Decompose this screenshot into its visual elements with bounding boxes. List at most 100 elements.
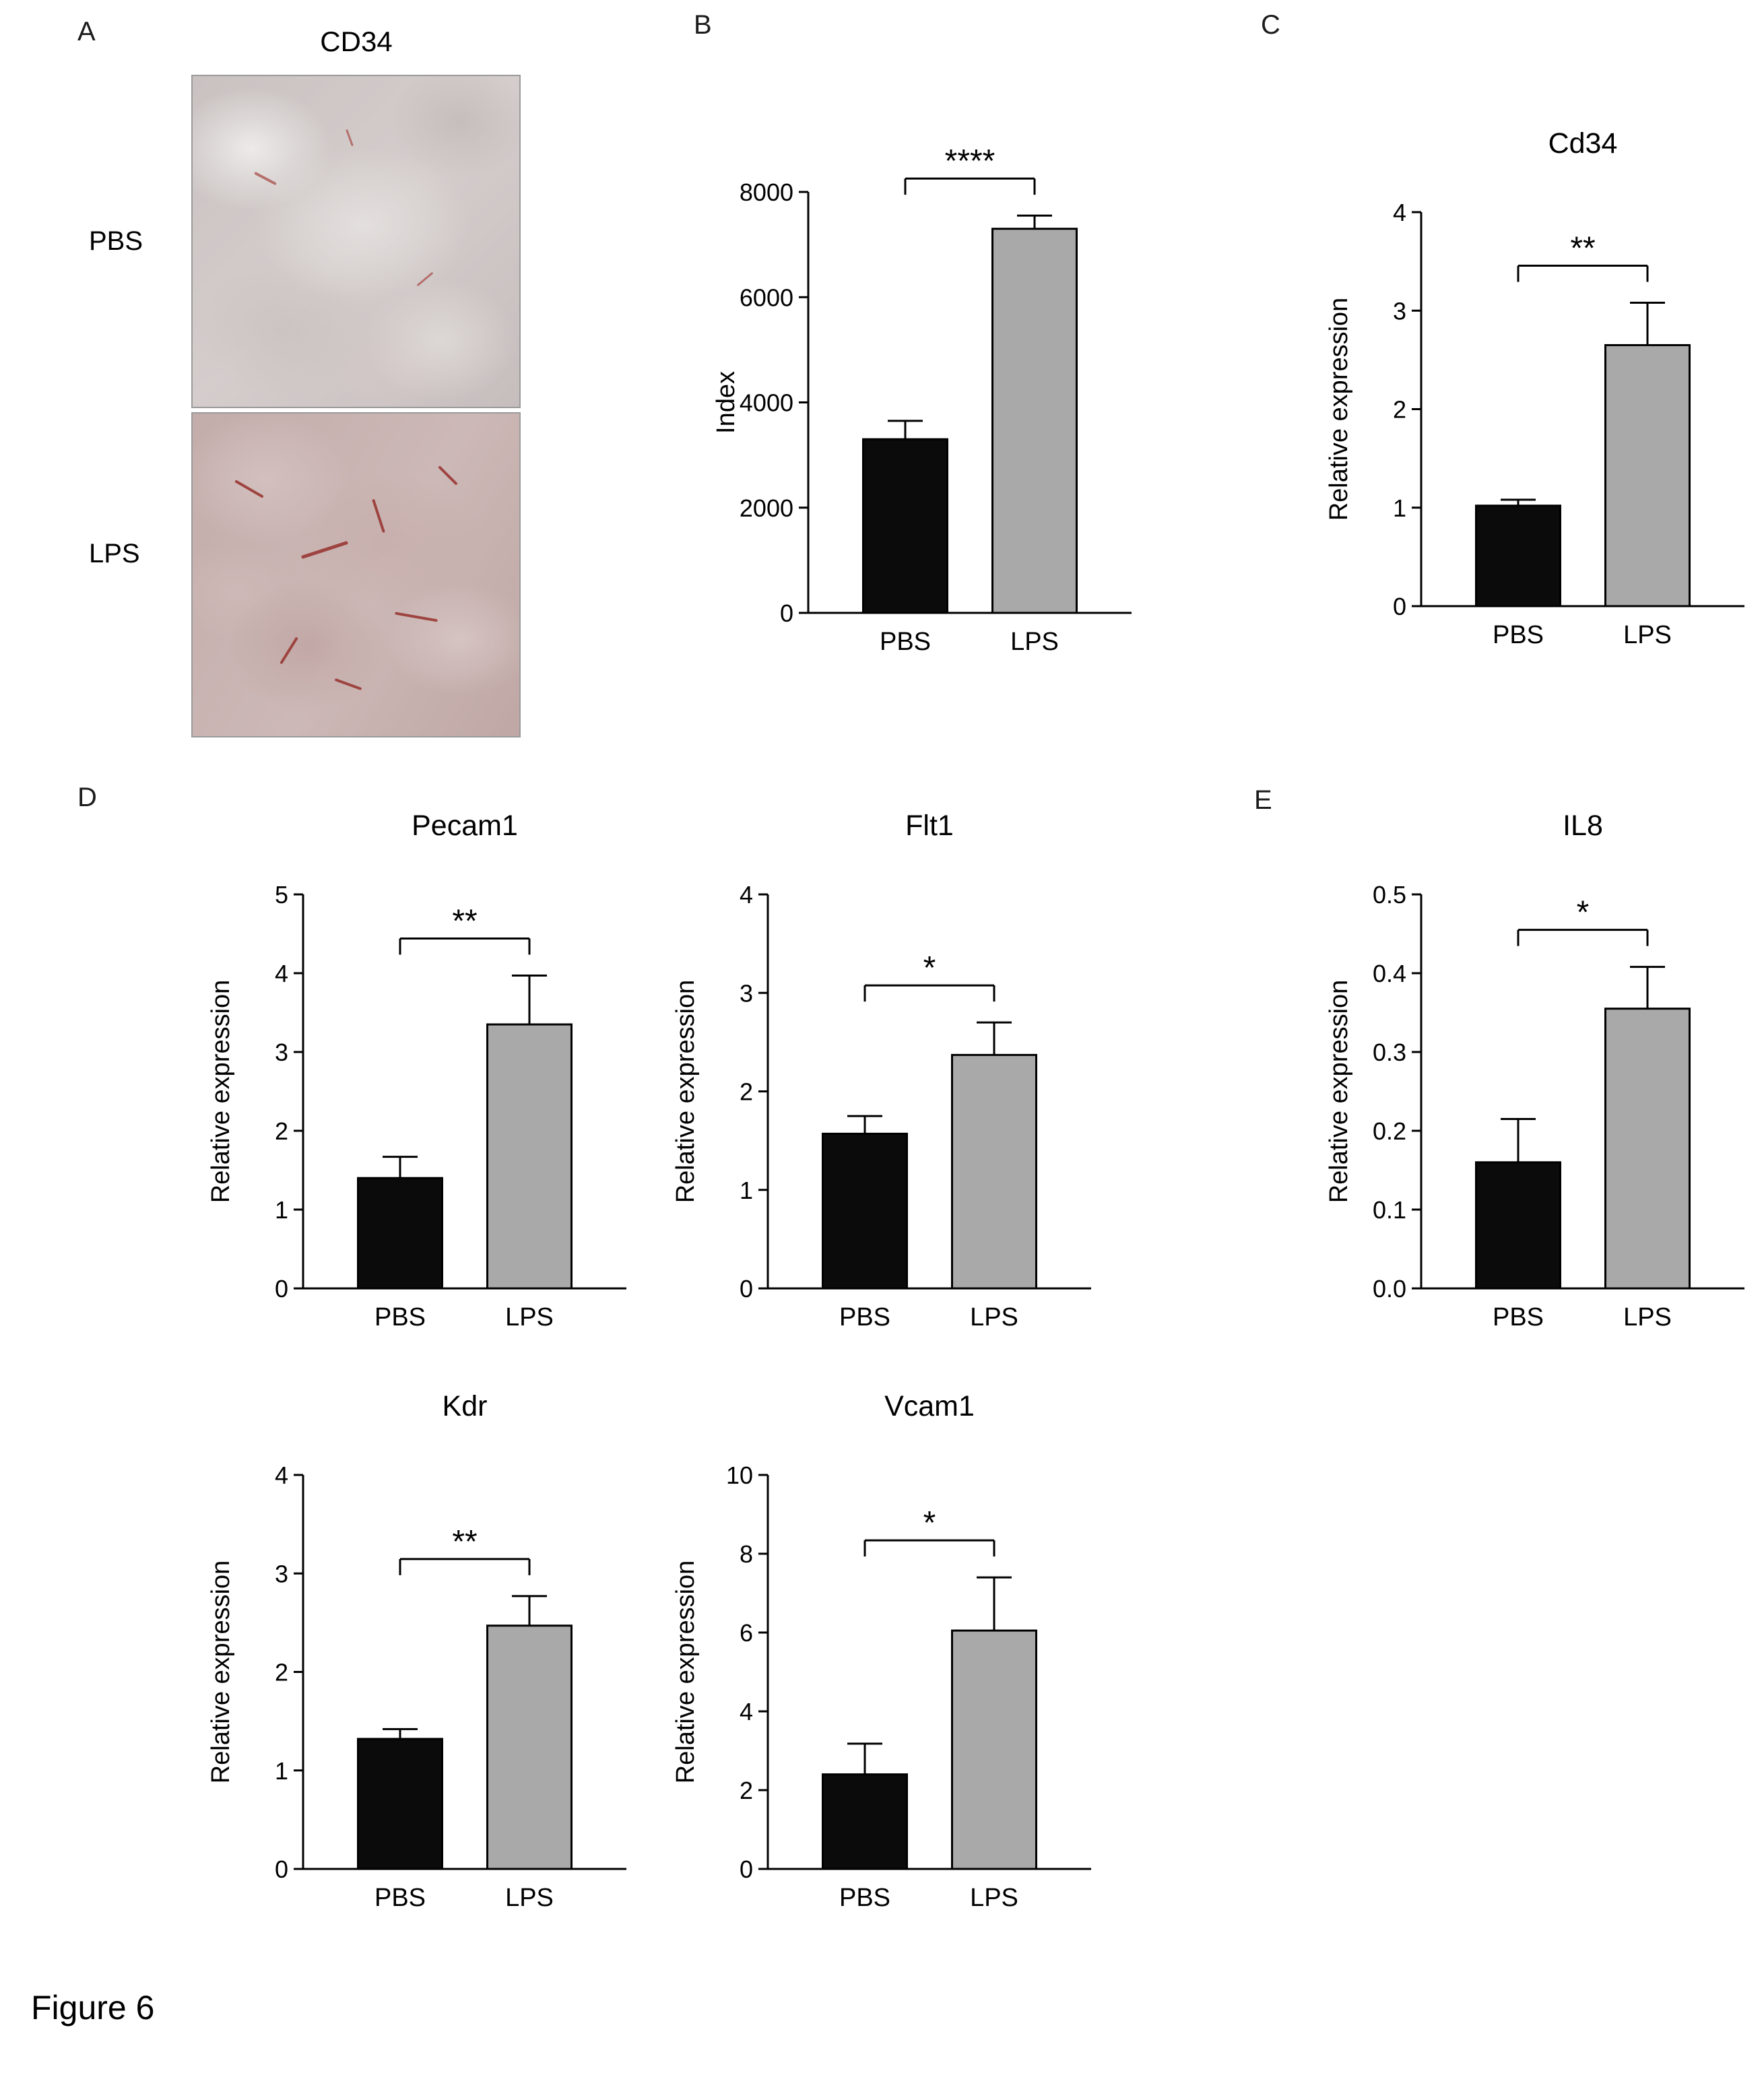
svg-text:PBS: PBS xyxy=(374,1303,426,1331)
vessel-streak xyxy=(300,540,349,560)
vessel-streak xyxy=(254,171,277,186)
vessel-streak xyxy=(416,271,434,287)
svg-text:2: 2 xyxy=(740,1078,753,1106)
svg-text:2: 2 xyxy=(275,1659,288,1686)
svg-text:3: 3 xyxy=(740,979,753,1007)
svg-text:Flt1: Flt1 xyxy=(905,810,954,842)
bar-chart-cd34: Cd34 0 1 2 3 4 Relative expression PBS LPS ** xyxy=(1320,111,1764,670)
vessel-streak xyxy=(234,480,264,498)
svg-text:4: 4 xyxy=(275,1461,288,1489)
svg-text:*: * xyxy=(923,950,936,986)
svg-text:2: 2 xyxy=(1393,396,1406,424)
svg-text:6000: 6000 xyxy=(740,284,793,311)
svg-text:Relative expression: Relative expression xyxy=(207,1560,235,1784)
svg-text:*: * xyxy=(1577,895,1590,931)
svg-text:4: 4 xyxy=(275,960,288,987)
svg-text:Cd34: Cd34 xyxy=(1548,127,1618,160)
svg-text:PBS: PBS xyxy=(839,1303,890,1331)
svg-text:**: ** xyxy=(1570,231,1595,267)
svg-text:LPS: LPS xyxy=(505,1884,554,1912)
svg-text:Vcam1: Vcam1 xyxy=(884,1390,975,1422)
svg-text:4: 4 xyxy=(1393,199,1406,226)
bar-chart-vcam1: Vcam1 0 2 4 6 8 10 Relative expression PBS LPS * xyxy=(667,1374,1111,1933)
svg-text:4: 4 xyxy=(740,1698,753,1725)
svg-text:0: 0 xyxy=(275,1275,288,1303)
histology-row-label-pbs: PBS xyxy=(89,226,143,256)
svg-text:0: 0 xyxy=(275,1855,288,1883)
vessel-streak xyxy=(438,465,458,486)
svg-text:4: 4 xyxy=(740,881,753,909)
svg-text:10: 10 xyxy=(726,1461,753,1489)
svg-text:PBS: PBS xyxy=(1493,621,1544,649)
histology-image-pbs xyxy=(191,75,521,408)
svg-text:3: 3 xyxy=(275,1560,288,1587)
svg-text:8000: 8000 xyxy=(740,178,793,206)
svg-text:5: 5 xyxy=(275,881,288,909)
svg-text:Kdr: Kdr xyxy=(443,1390,488,1422)
svg-text:6: 6 xyxy=(740,1619,753,1647)
panel-label-d: D xyxy=(77,783,97,812)
svg-text:0.1: 0.1 xyxy=(1373,1196,1406,1224)
vessel-streak xyxy=(280,636,298,665)
svg-text:Index: Index xyxy=(712,371,740,434)
bar-chart-flt1: Flt1 0 1 2 3 4 Relative expression PBS LPS * xyxy=(667,793,1111,1352)
svg-text:**: ** xyxy=(452,904,477,940)
vessel-streak xyxy=(334,678,362,691)
bar-chart-pecam1: Pecam1 0 1 2 3 4 5 Relative expression PBS LPS ** xyxy=(202,793,647,1352)
svg-text:0: 0 xyxy=(780,599,793,627)
svg-text:LPS: LPS xyxy=(1623,1303,1672,1331)
svg-text:*: * xyxy=(923,1505,936,1541)
svg-text:4000: 4000 xyxy=(740,389,793,417)
svg-text:PBS: PBS xyxy=(1493,1303,1544,1331)
svg-text:2: 2 xyxy=(275,1117,288,1145)
svg-text:0: 0 xyxy=(740,1275,753,1303)
svg-text:Relative expression: Relative expression xyxy=(672,980,700,1204)
svg-text:Relative expression: Relative expression xyxy=(207,980,235,1204)
panel-label-e: E xyxy=(1254,785,1272,815)
svg-text:0.2: 0.2 xyxy=(1373,1117,1406,1145)
svg-text:1: 1 xyxy=(1393,494,1406,522)
svg-text:0.0: 0.0 xyxy=(1373,1275,1406,1303)
histology-row-label-lps: LPS xyxy=(89,539,140,568)
panel-label-b: B xyxy=(694,10,712,40)
svg-text:Relative expression: Relative expression xyxy=(1325,980,1353,1204)
svg-text:1: 1 xyxy=(275,1757,288,1785)
figure-caption: Figure 6 xyxy=(31,1989,155,2027)
svg-text:8: 8 xyxy=(740,1540,753,1568)
svg-text:PBS: PBS xyxy=(880,628,931,656)
svg-text:1: 1 xyxy=(740,1177,753,1204)
panel-label-c: C xyxy=(1261,10,1280,40)
svg-text:3: 3 xyxy=(1393,297,1406,325)
vessel-streak xyxy=(372,498,385,533)
panel-label-a: A xyxy=(77,17,96,46)
svg-text:****: **** xyxy=(945,143,995,179)
svg-text:1: 1 xyxy=(275,1196,288,1224)
histology-image-lps xyxy=(191,412,521,737)
vessel-streak xyxy=(395,612,438,622)
svg-text:LPS: LPS xyxy=(505,1303,554,1331)
svg-text:0: 0 xyxy=(740,1855,753,1883)
bar-chart-index: 0 2000 4000 6000 8000 Index PBS LPS **** xyxy=(707,118,1152,677)
histology-stain-title: CD34 xyxy=(320,26,393,57)
svg-text:**: ** xyxy=(452,1524,477,1560)
svg-text:PBS: PBS xyxy=(839,1884,890,1912)
vessel-streak xyxy=(346,129,354,147)
svg-text:IL8: IL8 xyxy=(1563,810,1603,842)
svg-text:Relative expression: Relative expression xyxy=(1325,298,1353,521)
svg-text:2: 2 xyxy=(740,1777,753,1804)
svg-text:LPS: LPS xyxy=(1623,621,1672,649)
svg-text:LPS: LPS xyxy=(970,1884,1018,1912)
svg-text:LPS: LPS xyxy=(970,1303,1018,1331)
svg-text:0.4: 0.4 xyxy=(1373,960,1406,987)
svg-text:LPS: LPS xyxy=(1010,628,1059,656)
svg-text:PBS: PBS xyxy=(374,1884,426,1912)
svg-text:Pecam1: Pecam1 xyxy=(412,810,518,842)
svg-text:0.3: 0.3 xyxy=(1373,1039,1406,1066)
svg-text:Relative expression: Relative expression xyxy=(672,1560,700,1784)
bar-chart-kdr: Kdr 0 1 2 3 4 Relative expression PBS LPS ** xyxy=(202,1374,647,1933)
svg-text:3: 3 xyxy=(275,1039,288,1066)
svg-text:0: 0 xyxy=(1393,593,1406,620)
svg-text:0.5: 0.5 xyxy=(1373,881,1406,909)
svg-text:2000: 2000 xyxy=(740,494,793,522)
